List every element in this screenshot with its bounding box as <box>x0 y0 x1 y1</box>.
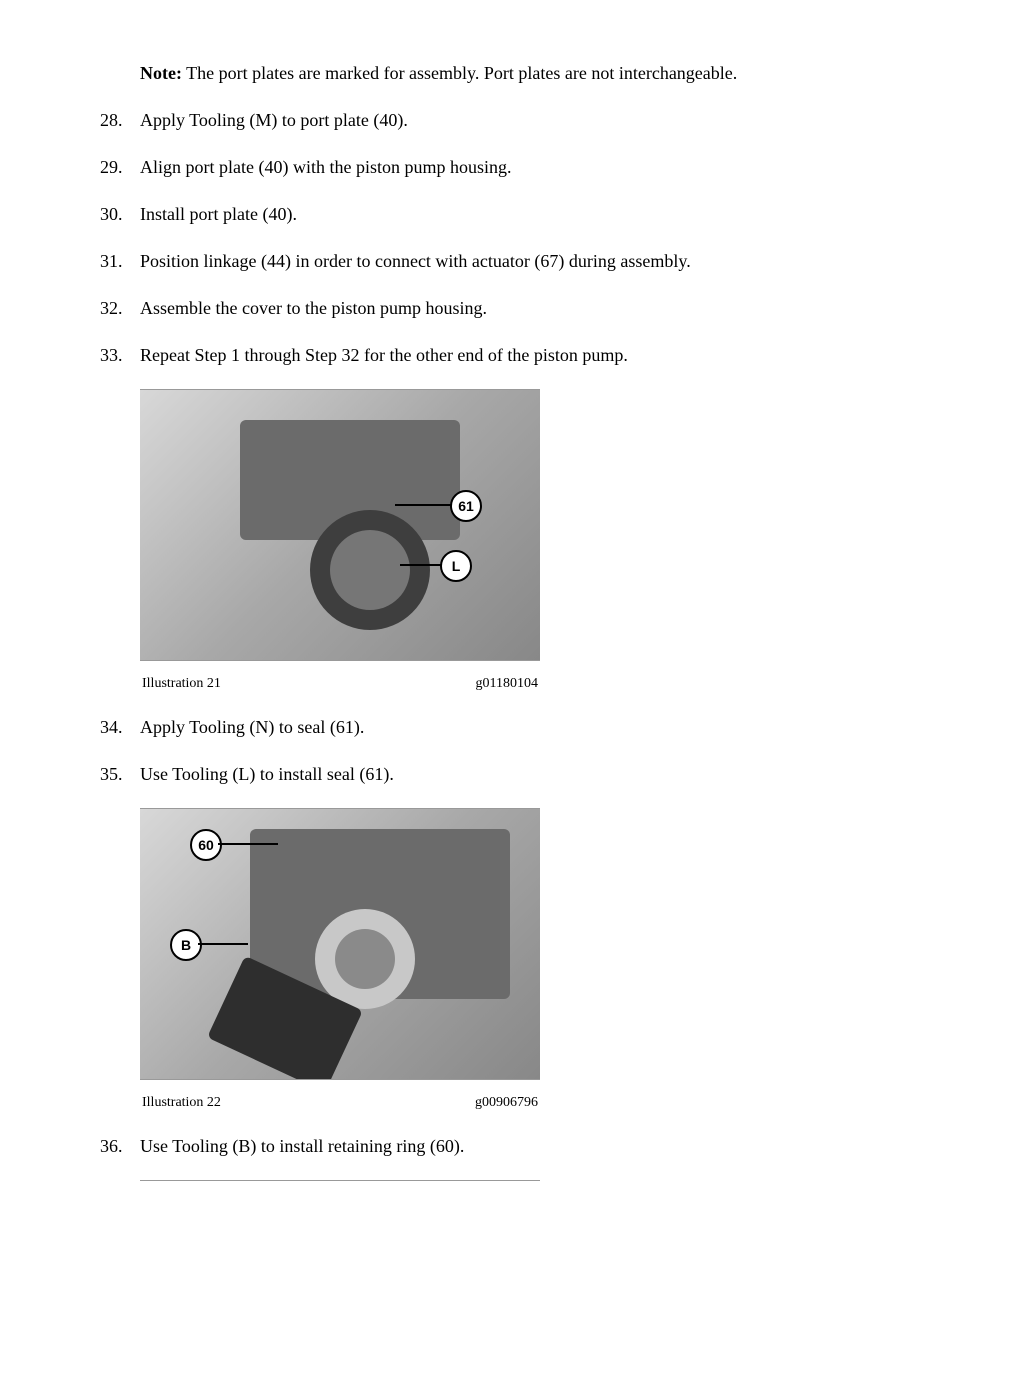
callout-text: 60 <box>198 835 214 856</box>
figure-22-image: 60 B <box>140 808 540 1080</box>
step-text: Apply Tooling (N) to seal (61). <box>140 717 364 737</box>
figure-21-caption: Illustration 21 g01180104 <box>140 673 540 694</box>
step-number: 35. <box>100 761 123 788</box>
callout-line-60 <box>218 843 278 845</box>
figure-22-caption: Illustration 22 g00906796 <box>140 1092 540 1113</box>
step-number: 32. <box>100 295 123 322</box>
step-35: 35. Use Tooling (L) to install seal (61). <box>100 761 934 788</box>
step-text: Repeat Step 1 through Step 32 for the ot… <box>140 345 628 365</box>
illustration-label: Illustration 21 <box>142 673 221 694</box>
illustration-code: g01180104 <box>476 673 538 694</box>
callout-b: B <box>170 929 202 961</box>
step-29: 29. Align port plate (40) with the piston… <box>100 154 934 181</box>
figure-21: 61 L Illustration 21 g01180104 <box>140 389 540 694</box>
note-line: Note: The port plates are marked for ass… <box>140 60 934 87</box>
callout-text: L <box>452 556 461 577</box>
step-number: 30. <box>100 201 123 228</box>
step-36: 36. Use Tooling (B) to install retaining … <box>100 1133 934 1160</box>
step-text: Apply Tooling (M) to port plate (40). <box>140 110 408 130</box>
step-number: 33. <box>100 342 123 369</box>
callout-line-l <box>400 564 442 566</box>
step-32: 32. Assemble the cover to the piston pump… <box>100 295 934 322</box>
step-number: 31. <box>100 248 123 275</box>
illustration-label: Illustration 22 <box>142 1092 221 1113</box>
step-text: Assemble the cover to the piston pump ho… <box>140 298 487 318</box>
step-33: 33. Repeat Step 1 through Step 32 for the… <box>100 342 934 369</box>
step-30: 30. Install port plate (40). <box>100 201 934 228</box>
step-31: 31. Position linkage (44) in order to con… <box>100 248 934 275</box>
shaft-spline-shape <box>335 929 395 989</box>
step-number: 29. <box>100 154 123 181</box>
note-label: Note: <box>140 63 182 83</box>
figure-trailing-rule <box>140 1180 540 1181</box>
step-number: 36. <box>100 1133 123 1160</box>
callout-line-b <box>198 943 248 945</box>
step-34: 34. Apply Tooling (N) to seal (61). <box>100 714 934 741</box>
callout-60: 60 <box>190 829 222 861</box>
step-28: 28. Apply Tooling (M) to port plate (40). <box>100 107 934 134</box>
step-number: 34. <box>100 714 123 741</box>
step-text: Install port plate (40). <box>140 204 297 224</box>
callout-61: 61 <box>450 490 482 522</box>
callout-text: B <box>181 935 191 956</box>
steps-group-c: 36. Use Tooling (B) to install retaining … <box>100 1133 934 1160</box>
steps-group-b: 34. Apply Tooling (N) to seal (61). 35. Us… <box>100 714 934 788</box>
figure-21-image: 61 L <box>140 389 540 661</box>
horizontal-rule <box>140 1180 540 1181</box>
step-text: Use Tooling (L) to install seal (61). <box>140 764 394 784</box>
step-text: Align port plate (40) with the piston pu… <box>140 157 511 177</box>
callout-line-61 <box>395 504 451 506</box>
callout-text: 61 <box>458 496 474 517</box>
figure-22: 60 B Illustration 22 g00906796 <box>140 808 540 1113</box>
seal-inner-shape <box>330 530 410 610</box>
illustration-code: g00906796 <box>475 1092 538 1113</box>
step-number: 28. <box>100 107 123 134</box>
note-text: The port plates are marked for assembly.… <box>182 63 737 83</box>
callout-l: L <box>440 550 472 582</box>
step-text: Position linkage (44) in order to connec… <box>140 251 691 271</box>
step-text: Use Tooling (B) to install retaining rin… <box>140 1136 464 1156</box>
steps-group-a: 28. Apply Tooling (M) to port plate (40).… <box>100 107 934 369</box>
